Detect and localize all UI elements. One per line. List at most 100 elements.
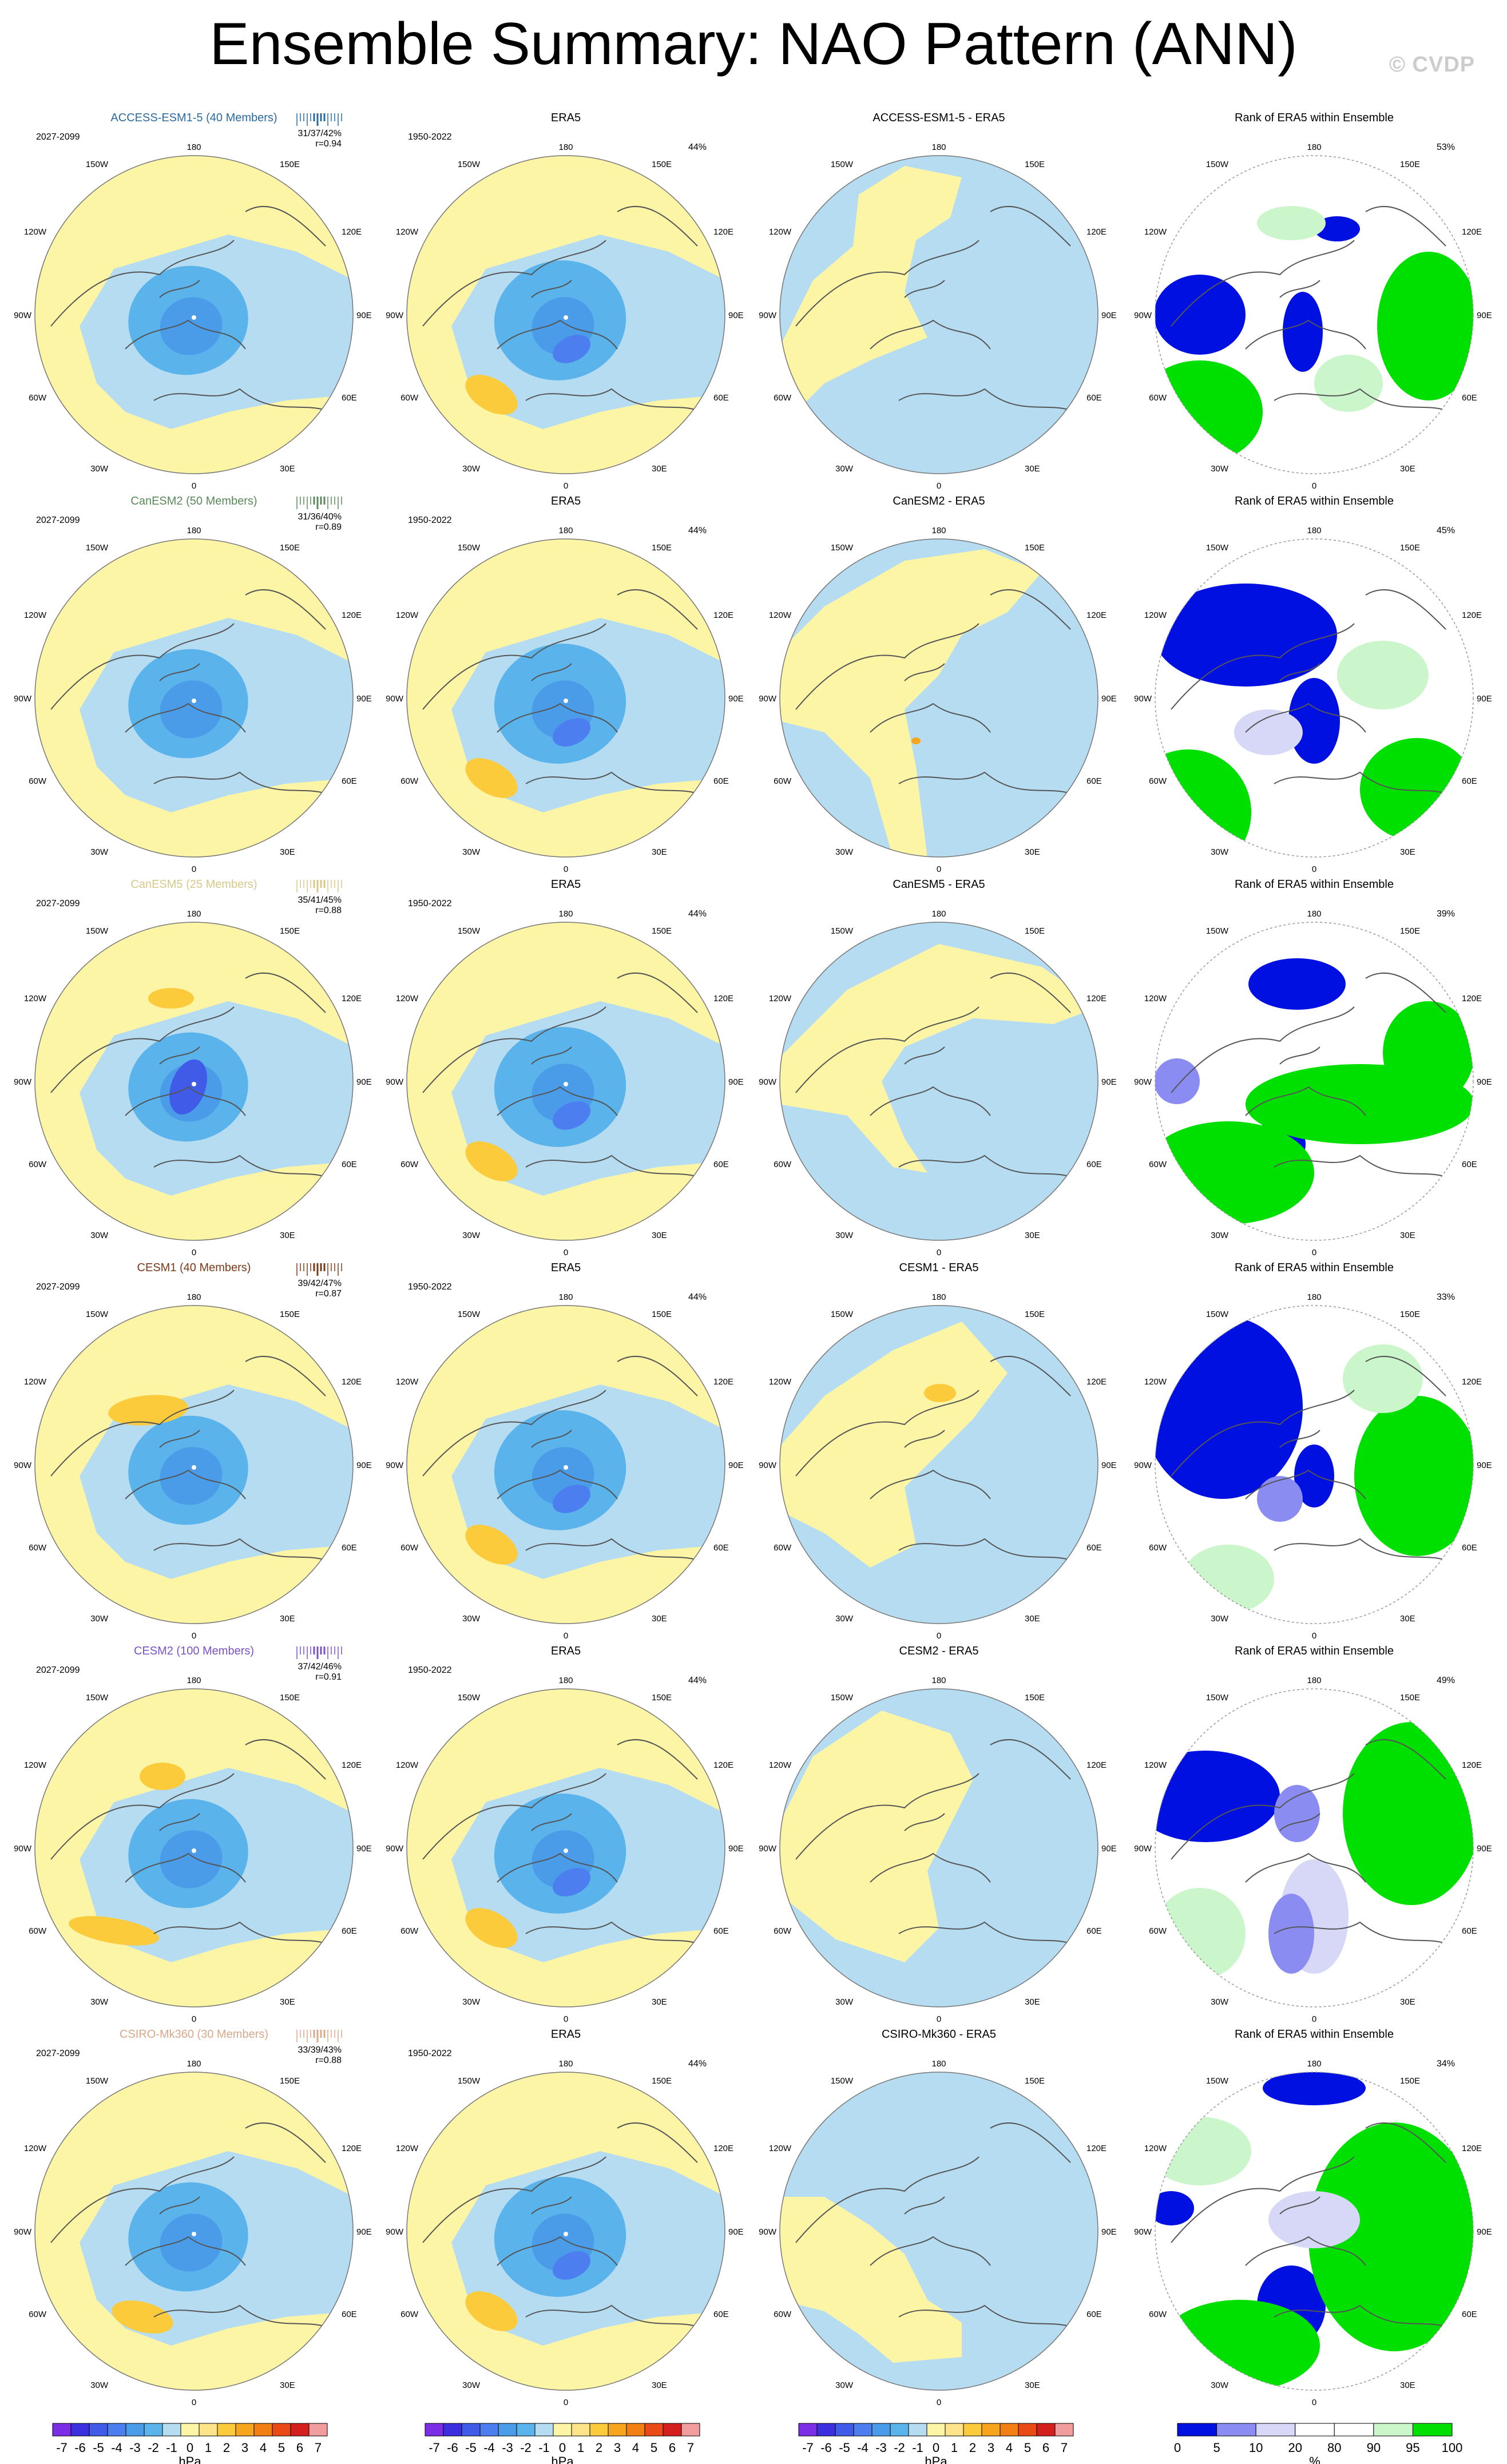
colorbar-units: % [1309,2454,1320,2464]
ensemble-spread-ticks [296,1263,342,1276]
rank-region-2 [1155,749,1251,857]
label-90e: 90E [356,1844,372,1854]
map-border [406,2072,725,2391]
colorbar-swatch [644,2423,664,2437]
label-90w: 90W [14,1461,32,1470]
label-120e: 120E [1462,1760,1482,1770]
colorbar-tick: -3 [875,2441,887,2455]
diff-title: CESM2 - ERA5 [899,1645,979,1657]
label-90w: 90W [386,2227,404,2237]
model-title: CESM1 (40 Members) [137,1261,251,1274]
coastlines [50,2122,332,2329]
diff-map-5: 180 0 90W 90E 150W 150E 120W 120E 60W 60E 30W 30E [759,2059,1117,2407]
map-border [34,155,354,474]
label-120e: 120E [342,227,362,237]
label-180: 180 [187,2059,201,2069]
label-90w: 90W [1134,1461,1152,1470]
colorbar-tick: -2 [520,2441,532,2455]
colorbar-tick: -7 [802,2441,814,2455]
colorbar-tick: -7 [56,2441,68,2455]
label-90e: 90E [728,2227,744,2237]
label-150e: 150E [1025,160,1045,169]
colorbar-swatch [498,2423,517,2437]
label-60w: 60W [400,2310,419,2319]
colorbar-tick: -3 [129,2441,141,2455]
obs-map-2: 180 0 90W 90E 150W 150E 120W 120E 60W 60E 30W 30E [386,909,744,1257]
label-0: 0 [937,1248,941,1257]
obs-title: ERA5 [551,112,581,124]
positive-region [407,1689,725,2007]
label-60e: 60E [1462,1926,1477,1936]
label-150w: 150W [86,1310,109,1319]
label-0: 0 [192,2398,196,2407]
colorbar-tick: 3 [988,2441,994,2455]
label-120w: 120W [396,1377,419,1387]
label-120e: 120E [713,2144,733,2153]
colorbar-swatch [608,2423,627,2437]
label-30e: 30E [652,1231,667,1240]
axis-labels: 180 0 90W 90E 150W 150E 120W 120E 60W 60E 30W 30E [1134,526,1492,874]
model-correlation: r=0.91 [315,1672,342,1682]
label-30w: 30W [462,1231,481,1240]
colorbar-swatch [125,2423,145,2437]
positive-atlantic [465,2291,518,2331]
colorbar-tick: -4 [857,2441,868,2455]
label-150w: 150W [458,1693,481,1703]
positive-region [35,2072,353,2390]
negative-peak [552,1868,591,1896]
label-30w: 30W [835,464,854,474]
label-90e: 90E [356,1077,372,1087]
positive-pacific [140,1763,185,1790]
axis-labels: 180 0 90W 90E 150W 150E 120W 120E 60W 60E 30W 30E [14,142,372,491]
colorbar-swatch [1295,2423,1335,2437]
label-0: 0 [192,864,196,874]
axis-labels: 180 0 90W 90E 150W 150E 120W 120E 60W 60E 30W 30E [1134,142,1492,491]
colorbar-swatch [908,2423,927,2437]
axis-labels: 180 0 90W 90E 150W 150E 120W 120E 60W 60E 30W 30E [14,526,372,874]
pole-marker [192,699,196,703]
colorbar-tick: 6 [669,2441,676,2455]
label-90e: 90E [1101,1077,1117,1087]
label-0: 0 [1312,481,1316,491]
coastlines [422,2122,704,2329]
obs-map-4: 180 0 90W 90E 150W 150E 120W 120E 60W 60E 30W 30E [386,1676,744,2024]
label-30e: 30E [1400,2380,1415,2390]
axis-labels: 180 0 90W 90E 150W 150E 120W 120E 60W 60E 30W 30E [386,909,744,1257]
obs-map-0-field [407,156,725,474]
model-map-1-field [35,539,353,857]
diff-title: ACCESS-ESM1-5 - ERA5 [873,112,1005,124]
rank-colorbar: 0 5 10 20 80 90 95 100% [1174,2423,1462,2464]
map-border [34,1305,354,1624]
label-60w: 60W [29,776,47,786]
label-30e: 30E [280,1231,295,1240]
model-map-4: 180 0 90W 90E 150W 150E 120W 120E 60W 60E 30W 30E [14,1676,372,2024]
label-120e: 120E [1462,610,1482,620]
colorbar-swatch [70,2423,90,2437]
rank-region-5 [1257,206,1326,240]
label-30e: 30E [652,2380,667,2390]
label-90w: 90W [759,694,777,704]
colorbar-tick: 1 [577,2441,584,2455]
label-120e: 120E [342,1760,362,1770]
obs-title: ERA5 [551,1261,581,1274]
label-60e: 60E [713,2310,729,2319]
diff-title: CSIRO-Mk360 - ERA5 [882,2028,996,2041]
label-60w: 60W [774,776,792,786]
map-border [779,538,1098,858]
rank-region-2 [1155,2191,1194,2225]
label-90w: 90W [386,1844,404,1854]
hpa-colorbar-3: -7 -6 -5 -4 -3 -2 -1 0 1 2 3 4 5 6 7 hPa [798,2423,1074,2464]
map-border [34,2072,354,2391]
model-pct-stats: 35/41/45% [298,895,342,905]
label-30w: 30W [1211,1231,1229,1240]
map-border [34,922,354,1241]
label-150e: 150E [1025,926,1045,936]
colorbar-swatch [1000,2423,1019,2437]
label-120e: 120E [1462,994,1482,1003]
label-120w: 120W [769,1377,792,1387]
label-30w: 30W [835,847,854,857]
label-180: 180 [1307,2059,1321,2069]
pole-marker [564,699,568,703]
colorbar-swatch [1177,2423,1218,2437]
label-180: 180 [558,526,573,535]
